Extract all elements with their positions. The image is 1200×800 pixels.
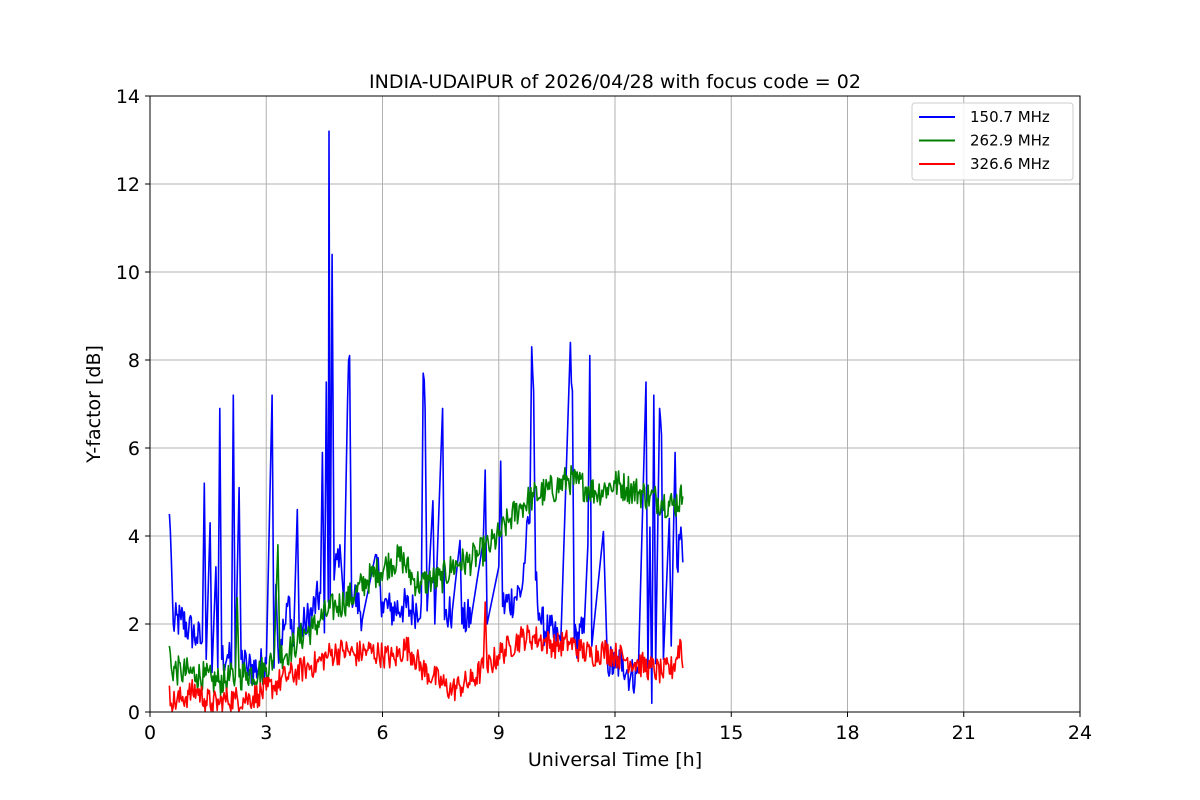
x-tick-label: 9 [493, 722, 505, 744]
y-tick-label: 8 [128, 350, 140, 372]
y-tick-label: 4 [128, 526, 140, 548]
legend-box [911, 102, 1074, 181]
x-tick-label: 6 [376, 722, 388, 744]
x-tick-label: 3 [260, 722, 272, 744]
chart-title: INDIA-UDAIPUR of 2026/04/28 with focus c… [369, 71, 861, 93]
x-tick-label: 21 [952, 722, 976, 744]
y-axis-label: Y-factor [dB] [83, 345, 105, 464]
x-tick-label: 18 [835, 722, 859, 744]
legend-label: 262.9 MHz [970, 132, 1050, 150]
x-axis-label: Universal Time [h] [528, 749, 702, 771]
legend: 150.7 MHz 262.9 MHz 326.6 MHz [911, 102, 1074, 181]
series-line-0 [168, 130, 684, 704]
y-tick-label: 12 [116, 174, 140, 196]
y-tick-label: 2 [128, 614, 140, 636]
x-tick-label: 15 [719, 722, 743, 744]
legend-label: 326.6 MHz [970, 155, 1050, 173]
series-layer [168, 130, 684, 712]
y-tick-label: 6 [128, 438, 140, 460]
x-tick-label: 12 [603, 722, 627, 744]
x-tick-label: 0 [144, 722, 156, 744]
legend-label: 150.7 MHz [970, 108, 1050, 126]
y-tick-label: 0 [128, 702, 140, 724]
x-tick-label: 24 [1068, 722, 1092, 744]
series-line-2 [168, 601, 684, 712]
y-tick-label: 10 [116, 262, 140, 284]
y-tick-label: 14 [116, 86, 140, 108]
